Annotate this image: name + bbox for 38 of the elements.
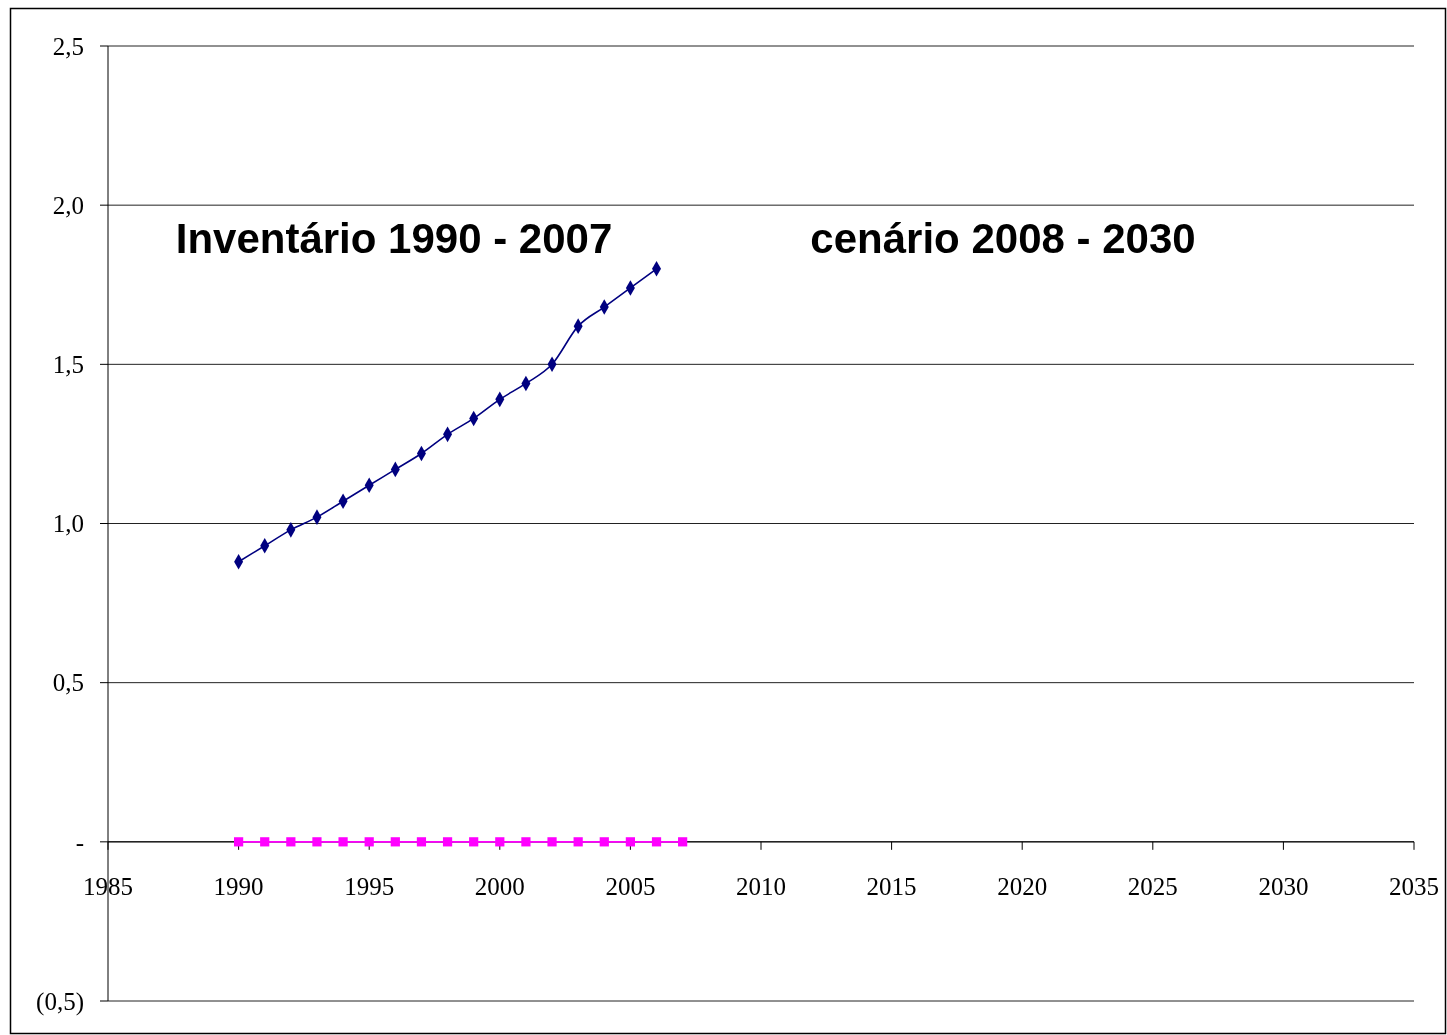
x-tick-label: 2015 [866, 872, 917, 900]
x-tick-label: 2005 [605, 872, 656, 900]
x-tick-label: 2035 [1389, 872, 1439, 900]
y-tick-label: 2,0 [52, 191, 84, 219]
y-tick-label: - [75, 828, 84, 856]
point [364, 837, 374, 847]
point [312, 837, 322, 847]
annotation: Inventário 1990 - 2007 [175, 215, 613, 263]
x-tick-label: 1995 [344, 872, 395, 900]
point [338, 837, 348, 847]
point [599, 837, 609, 847]
x-tick-label: 2020 [997, 872, 1048, 900]
point [286, 837, 296, 847]
y-tick-label: 1,5 [52, 351, 84, 379]
point [416, 837, 427, 847]
point [678, 837, 688, 847]
point [390, 837, 400, 847]
x-tick-label: 1990 [213, 872, 264, 900]
point [495, 837, 505, 847]
point [651, 837, 662, 847]
y-tick-label: (0,5) [36, 987, 84, 1016]
point [469, 837, 479, 847]
x-tick-label: 2010 [736, 872, 786, 900]
annotation: cenário 2008 - 2030 [810, 215, 1196, 263]
y-tick-label: 0,5 [52, 669, 84, 697]
y-tick-label: 1,0 [52, 510, 84, 538]
point [547, 837, 557, 847]
point [233, 837, 244, 847]
y-tick-label: 2,5 [52, 32, 84, 60]
x-tick-label: 2000 [474, 872, 525, 900]
point [521, 837, 531, 847]
point [625, 837, 636, 847]
point [260, 837, 270, 847]
x-tick-label: 1985 [83, 872, 133, 900]
point [573, 837, 583, 847]
x-tick-label: 2025 [1127, 872, 1178, 900]
point [442, 837, 453, 847]
x-tick-label: 2030 [1258, 872, 1309, 900]
